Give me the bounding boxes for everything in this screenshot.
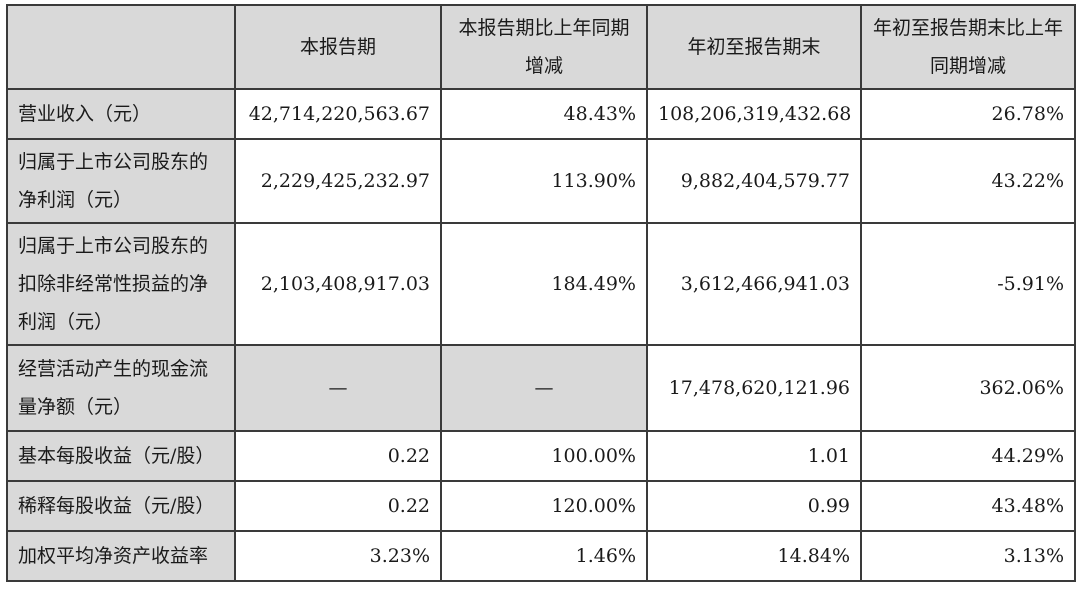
cell-value: 42,714,220,563.67	[234, 88, 442, 140]
header-ytd-yoy: 年初至报告期末比上年同期增减	[860, 4, 1076, 90]
header-current-period-yoy: 本报告期比上年同期增减	[440, 4, 648, 90]
cell-value: 2,103,408,917.03	[234, 222, 442, 346]
header-corner-cell	[6, 4, 236, 90]
table-row: 归属于上市公司股东的净利润（元） 2,229,425,232.97 113.90…	[6, 138, 1076, 224]
row-label: 归属于上市公司股东的扣除非经常性损益的净利润（元）	[6, 222, 236, 346]
row-label: 营业收入（元）	[6, 88, 236, 140]
cell-value: 362.06%	[860, 344, 1076, 432]
header-current-period: 本报告期	[234, 4, 442, 90]
cell-value: 0.99	[646, 480, 862, 532]
row-label: 归属于上市公司股东的净利润（元）	[6, 138, 236, 224]
cell-value: 44.29%	[860, 430, 1076, 482]
cell-value: 108,206,319,432.68	[646, 88, 862, 140]
cell-value: 1.01	[646, 430, 862, 482]
cell-value: -5.91%	[860, 222, 1076, 346]
cell-value: 113.90%	[440, 138, 648, 224]
cell-value: 14.84%	[646, 530, 862, 582]
cell-value: 17,478,620,121.96	[646, 344, 862, 432]
cell-value: 184.49%	[440, 222, 648, 346]
cell-value-not-applicable: —	[234, 344, 442, 432]
cell-value: 3.23%	[234, 530, 442, 582]
cell-value: 1.46%	[440, 530, 648, 582]
table-row: 稀释每股收益（元/股） 0.22 120.00% 0.99 43.48%	[6, 480, 1076, 532]
cell-value: 0.22	[234, 480, 442, 532]
cell-value: 9,882,404,579.77	[646, 138, 862, 224]
cell-value: 120.00%	[440, 480, 648, 532]
table-row: 营业收入（元） 42,714,220,563.67 48.43% 108,206…	[6, 88, 1076, 140]
table-row: 经营活动产生的现金流量净额（元） — — 17,478,620,121.96 3…	[6, 344, 1076, 432]
table-header-row: 本报告期 本报告期比上年同期增减 年初至报告期末 年初至报告期末比上年同期增减	[6, 4, 1076, 90]
table-row: 归属于上市公司股东的扣除非经常性损益的净利润（元） 2,103,408,917.…	[6, 222, 1076, 346]
cell-value: 100.00%	[440, 430, 648, 482]
cell-value: 3.13%	[860, 530, 1076, 582]
financial-data-table: 本报告期 本报告期比上年同期增减 年初至报告期末 年初至报告期末比上年同期增减 …	[6, 4, 1076, 582]
row-label: 经营活动产生的现金流量净额（元）	[6, 344, 236, 432]
row-label: 基本每股收益（元/股）	[6, 430, 236, 482]
cell-value: 43.48%	[860, 480, 1076, 532]
row-label: 加权平均净资产收益率	[6, 530, 236, 582]
row-label: 稀释每股收益（元/股）	[6, 480, 236, 532]
cell-value: 26.78%	[860, 88, 1076, 140]
cell-value: 43.22%	[860, 138, 1076, 224]
cell-value: 0.22	[234, 430, 442, 482]
cell-value-not-applicable: —	[440, 344, 648, 432]
cell-value: 3,612,466,941.03	[646, 222, 862, 346]
cell-value: 2,229,425,232.97	[234, 138, 442, 224]
table-row: 基本每股收益（元/股） 0.22 100.00% 1.01 44.29%	[6, 430, 1076, 482]
table-row: 加权平均净资产收益率 3.23% 1.46% 14.84% 3.13%	[6, 530, 1076, 582]
cell-value: 48.43%	[440, 88, 648, 140]
header-ytd: 年初至报告期末	[646, 4, 862, 90]
